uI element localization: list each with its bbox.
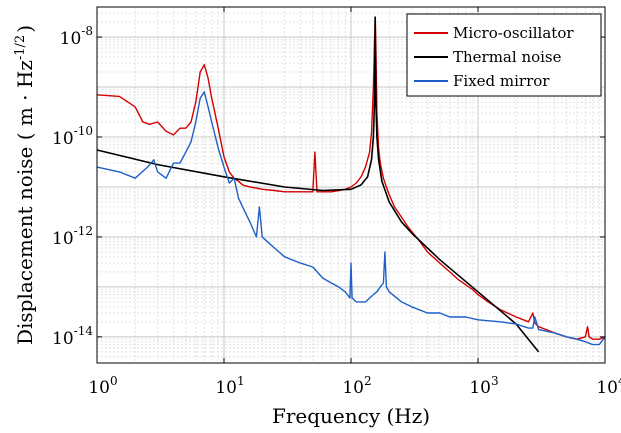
series-line-fixed-mirror [96, 91, 606, 346]
x-tick-label: 100 [88, 374, 117, 398]
y-axis-title-close: ) [13, 25, 37, 33]
grid [97, 7, 605, 364]
y-axis-title: Displacement noise ( m · Hz-1/2) [13, 25, 37, 345]
y-axis-title-main: Displacement noise ( m · Hz [13, 60, 37, 345]
tick-marks [96, 7, 606, 363]
series-line-micro-oscillator [96, 16, 606, 340]
y-tick-label: 10-12 [52, 224, 93, 249]
legend: Micro-oscillator Thermal noise Fixed mir… [406, 13, 602, 97]
legend-label-thermal-noise: Thermal noise [453, 48, 562, 66]
series-line-thermal-noise [96, 16, 540, 353]
y-axis-title-exponent: -1/2 [13, 35, 28, 60]
x-tick-label: 104 [596, 374, 621, 398]
series-lines [96, 16, 606, 353]
legend-label-micro-oscillator: Micro-oscillator [453, 24, 574, 42]
legend-box [406, 13, 602, 97]
y-tick-label: 10-10 [52, 124, 93, 149]
y-tick-labels: 10-14 10-12 10-10 10-8 [52, 24, 93, 349]
x-axis-title: Frequency (Hz) [272, 404, 430, 428]
y-tick-label: 10-8 [60, 24, 93, 49]
x-tick-label: 102 [342, 374, 371, 398]
x-tick-label: 103 [469, 374, 498, 398]
x-tick-label: 101 [215, 374, 244, 398]
x-tick-labels: 100 101 102 103 104 [88, 374, 621, 398]
y-tick-label: 10-14 [52, 324, 93, 349]
legend-label-fixed-mirror: Fixed mirror [453, 72, 550, 90]
